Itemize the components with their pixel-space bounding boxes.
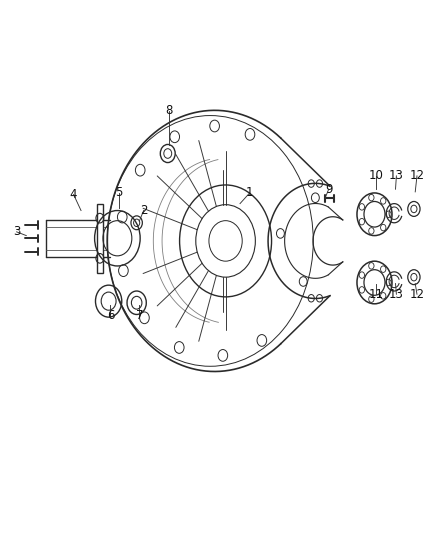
FancyBboxPatch shape	[97, 204, 103, 273]
Text: 13: 13	[389, 169, 404, 182]
Text: 3: 3	[13, 225, 20, 238]
Text: 2: 2	[140, 204, 148, 217]
Text: 6: 6	[106, 309, 114, 322]
Text: 11: 11	[368, 288, 383, 301]
Text: 1: 1	[246, 187, 254, 199]
Text: 4: 4	[70, 188, 78, 201]
Text: 13: 13	[389, 288, 404, 301]
Text: 10: 10	[368, 169, 383, 182]
Text: 8: 8	[165, 104, 172, 117]
Text: 12: 12	[410, 169, 424, 182]
Text: 7: 7	[135, 309, 143, 322]
Text: 9: 9	[325, 183, 332, 196]
Text: 12: 12	[410, 288, 424, 301]
Text: 5: 5	[116, 187, 123, 199]
